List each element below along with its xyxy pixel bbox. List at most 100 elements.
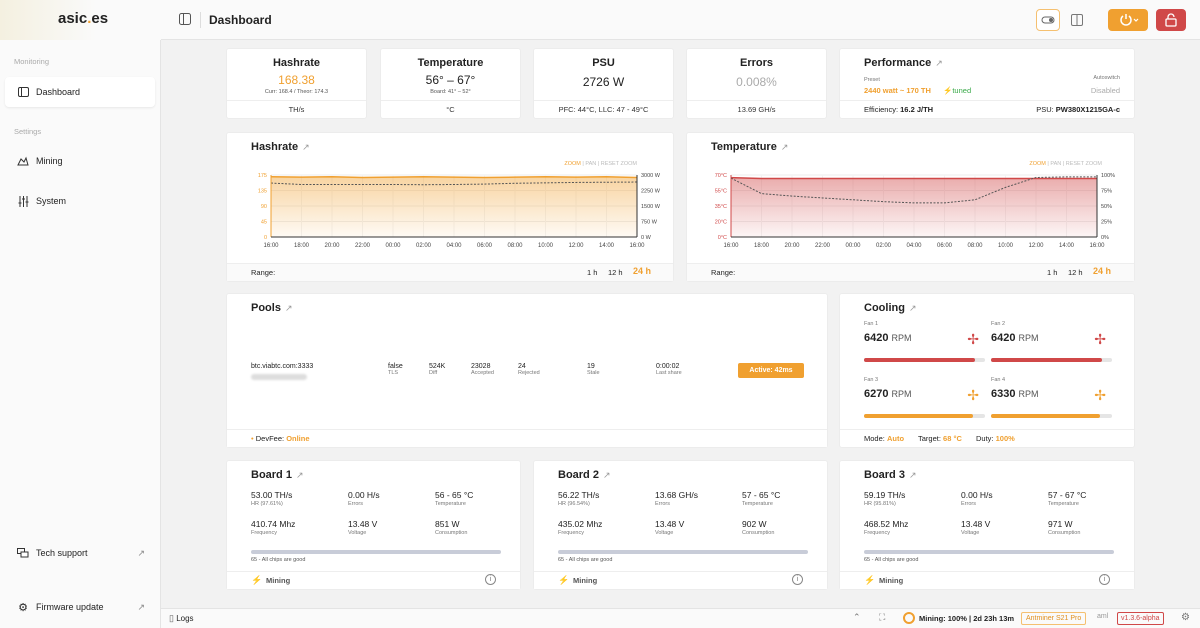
- page-title: Dashboard: [209, 13, 272, 27]
- fan-bar-fill: [864, 414, 973, 418]
- firmware-update-link[interactable]: ⚙ Firmware update ↗: [5, 592, 155, 622]
- power-icon: [1120, 14, 1139, 26]
- pools-title[interactable]: Pools ↗: [251, 302, 293, 314]
- status-bar: ▯ Logs ⌃ ⛶ Mining: 100% | 2d 23h 13m Ant…: [161, 608, 1200, 628]
- temperature-chart[interactable]: 70°C 100% 55°C 75% 35°C 50% 20°C 25% 0°C 0% 16:00 1…: [687, 169, 1136, 279]
- chevron-up-icon[interactable]: ⌃: [853, 612, 861, 622]
- info-icon[interactable]: i: [1099, 574, 1110, 585]
- series-line-dashed: [270, 181, 638, 186]
- y-left-tick: 45: [261, 220, 267, 226]
- fan-bar-fill: [991, 414, 1100, 418]
- x-tick: 02:00: [876, 243, 892, 249]
- range-24h[interactable]: 24 h: [633, 266, 652, 276]
- board-metric: 971 W Consumption: [1048, 519, 1081, 536]
- board-title[interactable]: Board 1 ↗: [251, 469, 304, 481]
- stat-sub: Curr: 168.4 / Theor: 174.3: [264, 89, 329, 95]
- logo[interactable]: asic.es: [58, 10, 109, 27]
- board-metric: 0.00 H/s Errors: [961, 490, 993, 507]
- x-tick: 04:00: [906, 243, 922, 249]
- board-metric: 56 - 65 °C Temperature: [435, 490, 474, 507]
- fan-rpm: 6420 RPM: [864, 332, 912, 344]
- y-right-tick: 0%: [1101, 235, 1109, 241]
- section-monitoring: Monitoring: [14, 57, 50, 66]
- performance-card: Performance ↗ Preset 2440 watt ~ 170 TH ⚡…: [839, 48, 1135, 119]
- y-left-tick: 0: [264, 235, 267, 241]
- fan-bar: [991, 358, 1112, 362]
- fan-bar: [864, 358, 985, 362]
- range-1h[interactable]: 1 h: [1047, 268, 1058, 277]
- stat-value: 56° – 67°: [425, 73, 476, 87]
- fan-4: Fan 4 6330 RPM ✢: [991, 377, 1112, 427]
- x-tick: 00:00: [845, 243, 861, 249]
- reset-zoom[interactable]: RESET ZOOM: [600, 161, 637, 167]
- bolt-icon: ⚡: [864, 575, 876, 585]
- sliders-icon: [17, 195, 29, 207]
- reset-zoom[interactable]: RESET ZOOM: [1065, 161, 1102, 167]
- stat-unit: °C: [381, 100, 520, 118]
- pool-status-badge[interactable]: Active: 42ms: [738, 363, 804, 378]
- y-left-tick: 35°C: [715, 204, 727, 210]
- x-tick: 18:00: [754, 243, 770, 249]
- range-12h[interactable]: 12 h: [608, 268, 623, 277]
- logs-button[interactable]: ▯ Logs: [169, 613, 194, 623]
- chart-title[interactable]: Hashrate ↗: [251, 141, 310, 153]
- zoom-tool[interactable]: ZOOM: [564, 161, 581, 167]
- fan-label: Fan 3: [864, 377, 879, 383]
- devfee-footer: • DevFee: Online: [227, 429, 827, 447]
- external-arrow-icon: ↗: [602, 470, 611, 480]
- x-tick: 02:00: [416, 243, 432, 249]
- board-metric: 13.68 GH/s Errors: [655, 490, 698, 507]
- x-tick: 08:00: [967, 243, 983, 249]
- chart-title[interactable]: Temperature ↗: [711, 141, 789, 153]
- chart-toolbar: ZOOM | PAN | RESET ZOOM: [564, 161, 637, 167]
- board-status: Mining: [573, 576, 598, 585]
- settings-gear-icon[interactable]: ⚙: [1181, 612, 1190, 623]
- pan-tool[interactable]: PAN: [585, 161, 597, 167]
- fan-icon: ✢: [967, 387, 979, 403]
- fan-icon: ✢: [1094, 387, 1106, 403]
- series-line-dashed: [730, 176, 1097, 204]
- board-metric: 435.02 Mhz Frequency: [558, 519, 603, 536]
- cooling-mode: Mode: Auto: [864, 434, 905, 443]
- y-right-tick: 1500 W: [641, 204, 661, 210]
- preset-value[interactable]: 2440 watt ~ 170 TH: [864, 86, 931, 95]
- x-tick: 14:00: [599, 243, 615, 249]
- x-tick: 06:00: [477, 243, 493, 249]
- document-icon: ▯: [169, 613, 174, 623]
- range-12h[interactable]: 12 h: [1068, 268, 1083, 277]
- pan-tool[interactable]: PAN: [1050, 161, 1062, 167]
- performance-title[interactable]: Performance ↗: [864, 57, 943, 69]
- pool-url: btc.viabtc.com:3333: [251, 363, 314, 370]
- stat-title: PSU: [592, 57, 615, 69]
- panel-toggle-button[interactable]: [1065, 9, 1089, 31]
- x-tick: 12:00: [568, 243, 584, 249]
- errors-stat-card: Errors 0.008% 13.69 GH/s: [686, 48, 827, 119]
- theme-toggle-button[interactable]: [1036, 9, 1060, 31]
- x-tick: 10:00: [538, 243, 554, 249]
- sidebar-toggle-icon[interactable]: [179, 13, 191, 28]
- fullscreen-icon[interactable]: ⛶: [879, 612, 886, 622]
- board-card: Board 2 ↗ 56.22 TH/s HR (96.54%) 13.68 GH/s E…: [533, 460, 828, 590]
- sidebar-item-system[interactable]: System: [5, 186, 155, 216]
- sidebar-item-mining[interactable]: Mining: [5, 146, 155, 176]
- board-title[interactable]: Board 3 ↗: [864, 469, 917, 481]
- power-menu-button[interactable]: [1108, 9, 1148, 31]
- stat-value: 168.38: [278, 73, 315, 87]
- range-24h[interactable]: 24 h: [1093, 266, 1112, 276]
- chart-range-footer: Range: 1 h 12 h 24 h: [227, 263, 673, 281]
- board-title[interactable]: Board 2 ↗: [558, 469, 611, 481]
- cooling-title[interactable]: Cooling ↗: [864, 302, 917, 314]
- lock-button[interactable]: [1156, 9, 1186, 31]
- zoom-tool[interactable]: ZOOM: [1029, 161, 1046, 167]
- sidebar-item-dashboard[interactable]: Dashboard: [5, 77, 155, 107]
- version-badge[interactable]: v1.3.6-alpha: [1117, 612, 1164, 625]
- hashrate-chart[interactable]: 175 3000 W 135 2250 W 90 1500 W 45 750 W 0 0 W 16:…: [227, 169, 675, 279]
- info-icon[interactable]: i: [792, 574, 803, 585]
- tech-support-link[interactable]: Tech support ↗: [5, 538, 155, 568]
- devfee-status: • DevFee: Online: [251, 434, 310, 443]
- info-icon[interactable]: i: [485, 574, 496, 585]
- y-left-tick: 0°C: [718, 235, 727, 241]
- tech-support-label: Tech support: [36, 548, 88, 558]
- range-1h[interactable]: 1 h: [587, 268, 598, 277]
- psu-stat-card: PSU 2726 W PFC: 44°C, LLC: 47 - 49°C: [533, 48, 674, 119]
